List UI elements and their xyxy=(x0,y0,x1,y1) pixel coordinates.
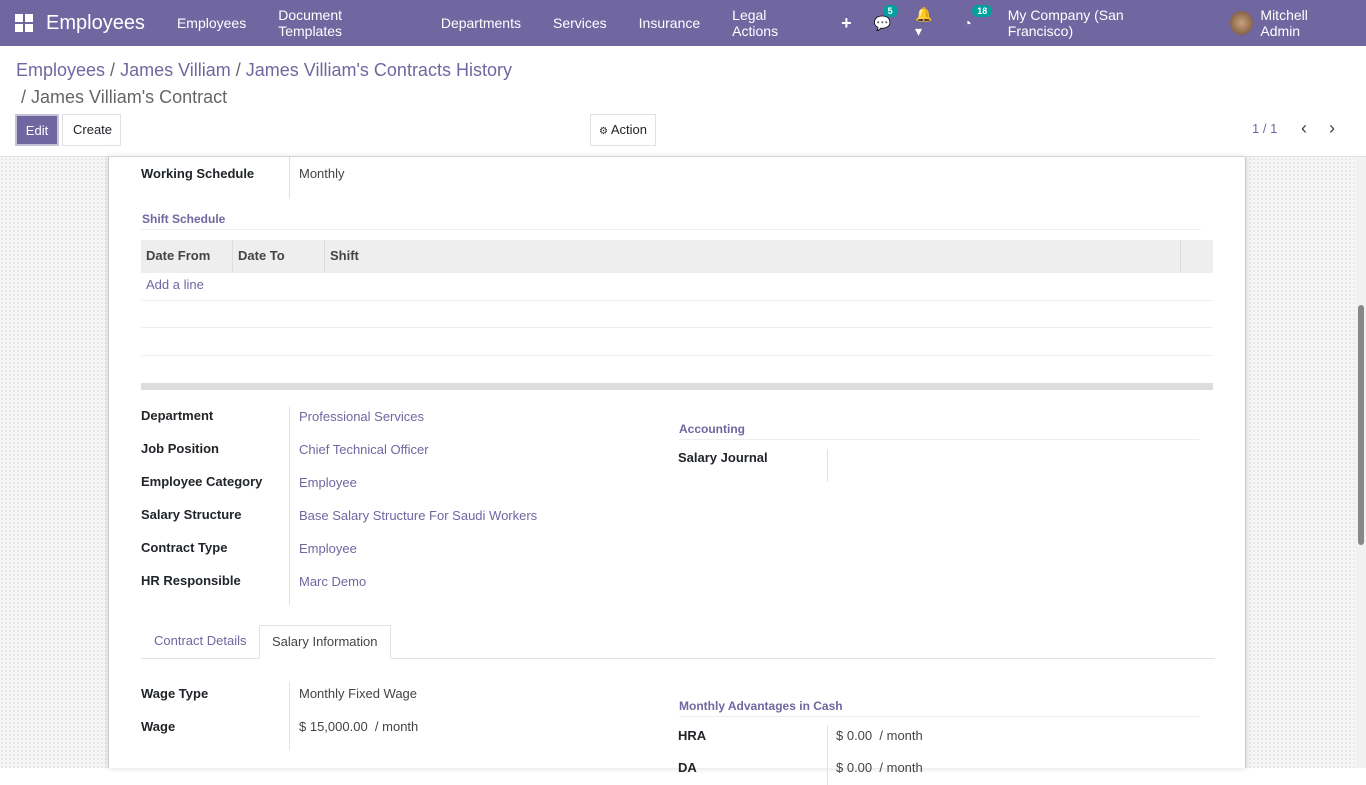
user-menu[interactable]: Mitchell Admin xyxy=(1260,7,1308,39)
field-label: Department xyxy=(141,408,214,423)
chevron-right-icon[interactable]: › xyxy=(1329,118,1335,138)
activities-badge: 18 xyxy=(972,5,993,17)
breadcrumb-employees[interactable]: Employees xyxy=(16,60,106,80)
field-label: Job Position xyxy=(141,441,219,456)
app-title: Employees xyxy=(46,11,145,34)
create-button[interactable]: Create xyxy=(62,114,121,146)
action-label: Action xyxy=(610,122,648,137)
menu-legal-actions[interactable]: Legal Actions xyxy=(732,7,779,39)
working-schedule-value[interactable]: Monthly xyxy=(299,166,345,181)
field-label: Salary Structure xyxy=(141,507,242,522)
top-navbar: Employees Employees Document Templates D… xyxy=(0,0,1366,46)
avatar[interactable] xyxy=(1229,11,1254,35)
hra-label: HRA xyxy=(678,728,707,743)
field-value[interactable]: Chief Technical Officer xyxy=(299,442,429,457)
hra-value[interactable]: $ 0.00 / month xyxy=(836,728,923,743)
scrollbar-thumb[interactable] xyxy=(1358,305,1364,545)
company-switcher[interactable]: My Company (San Francisco) xyxy=(1007,7,1124,39)
gear-icon: ⚙ xyxy=(599,126,608,137)
vertical-scrollbar[interactable] xyxy=(1356,157,1366,768)
advantages-title: Monthly Advantages in Cash xyxy=(679,699,843,713)
wage-amount: $ 15,000.00 xyxy=(299,719,368,734)
action-button[interactable]: ⚙ Action xyxy=(590,114,657,146)
wage-unit: / month xyxy=(374,719,419,734)
breadcrumb-employee[interactable]: James Villiam xyxy=(120,60,231,80)
field-value[interactable]: Employee xyxy=(299,541,357,556)
breadcrumb-contracts-history[interactable]: James Villiam's Contracts History xyxy=(245,60,512,80)
control-panel: Employees / James Villiam / James Villia… xyxy=(0,46,1366,157)
col-shift[interactable]: Shift xyxy=(325,240,1181,273)
plus-icon[interactable]: + xyxy=(841,12,852,33)
menu-departments[interactable]: Departments xyxy=(440,15,521,31)
field-value[interactable]: Professional Services xyxy=(299,409,424,424)
pager-value[interactable]: 1 / 1 xyxy=(1252,121,1278,136)
field-label: Contract Type xyxy=(141,540,228,555)
tab-contract-details[interactable]: Contract Details xyxy=(154,633,247,648)
field-value[interactable]: Employee xyxy=(299,475,357,490)
field-label: HR Responsible xyxy=(141,573,241,588)
hra-unit: / month xyxy=(879,728,923,743)
shift-schedule-title: Shift Schedule xyxy=(142,212,226,226)
wage-type-value[interactable]: Monthly Fixed Wage xyxy=(299,686,418,701)
bell-icon[interactable]: 🔔▾ xyxy=(915,6,933,39)
hra-amount: $ 0.00 xyxy=(836,728,873,743)
breadcrumb: Employees / James Villiam / James Villia… xyxy=(16,60,512,107)
wage-label: Wage xyxy=(141,719,176,734)
field-value[interactable]: Marc Demo xyxy=(299,574,367,589)
salary-journal-label: Salary Journal xyxy=(678,450,768,465)
form-sheet: Working Schedule Monthly Shift Schedule … xyxy=(108,157,1246,785)
chevron-left-icon[interactable]: ‹ xyxy=(1301,118,1307,138)
breadcrumb-current: James Villiam's Contract xyxy=(31,87,228,107)
field-value[interactable]: Base Salary Structure For Saudi Workers xyxy=(299,508,538,523)
messages-icon[interactable]: 💬 5 xyxy=(874,4,898,32)
accounting-title: Accounting xyxy=(679,422,745,436)
menu-insurance[interactable]: Insurance xyxy=(638,15,701,31)
menu-document-templates[interactable]: Document Templates xyxy=(278,7,343,39)
messages-badge: 5 xyxy=(882,4,898,17)
app-menu-grid-icon[interactable] xyxy=(15,14,33,32)
wage-type-label: Wage Type xyxy=(141,686,209,701)
menu-services[interactable]: Services xyxy=(552,15,607,31)
field-label: Employee Category xyxy=(141,474,263,489)
shift-table-header: Date From Date To Shift xyxy=(141,240,1213,273)
working-schedule-label: Working Schedule xyxy=(141,166,255,181)
add-line-link[interactable]: Add a line xyxy=(146,277,204,292)
col-date-from[interactable]: Date From xyxy=(141,240,233,273)
edit-button[interactable]: Edit xyxy=(15,114,59,146)
activity-clock-icon[interactable]: ◔ 18 xyxy=(963,5,993,31)
menu-employees[interactable]: Employees xyxy=(176,15,247,31)
wage-value[interactable]: $ 15,000.00 / month xyxy=(299,719,418,734)
tab-salary-information[interactable]: Salary Information xyxy=(259,625,391,659)
col-date-to[interactable]: Date To xyxy=(233,240,325,273)
